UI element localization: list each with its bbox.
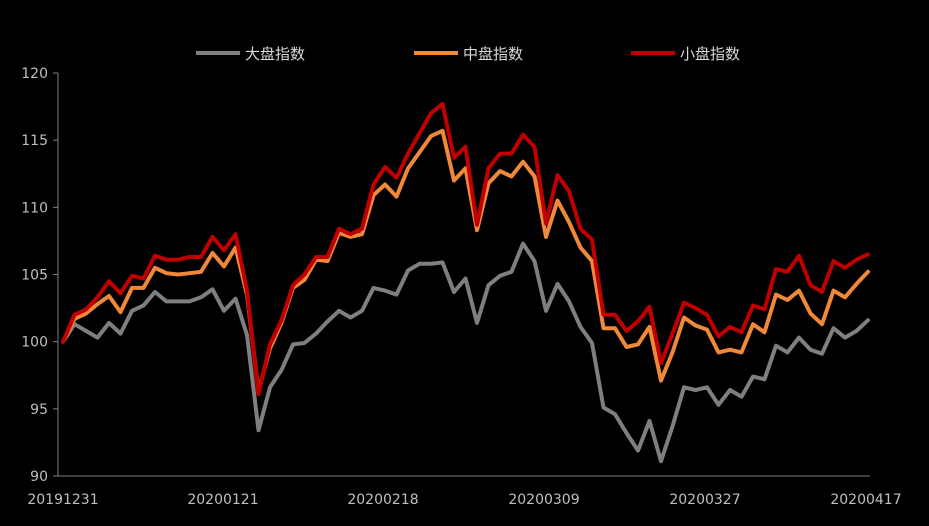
x-tick-label: 20200417 xyxy=(830,492,901,508)
y-tick-label: 115 xyxy=(21,133,48,149)
series-layer xyxy=(61,101,870,464)
legend-label: 大盘指数 xyxy=(245,45,305,63)
legend-label: 小盘指数 xyxy=(680,45,740,63)
x-tick-label: 20200309 xyxy=(508,492,579,508)
y-tick-label: 90 xyxy=(30,469,48,485)
legend: 大盘指数 中盘指数 小盘指数 xyxy=(196,45,740,63)
y-tick-label: 95 xyxy=(30,402,48,418)
series-line-1 xyxy=(61,241,870,464)
x-tick-label: 20200121 xyxy=(187,492,258,508)
x-tick-label: 20200327 xyxy=(669,492,740,508)
x-tick-label: 20191231 xyxy=(27,492,98,508)
y-tick-label: 120 xyxy=(21,66,48,82)
y-axis: 90 95 100 105 110 115 120 xyxy=(21,66,59,485)
x-axis: 20191231 20200121 20200218 20200309 20200327… xyxy=(27,475,902,508)
y-tick-label: 105 xyxy=(21,268,48,284)
series-line-2 xyxy=(61,128,870,394)
x-tick-label: 20200218 xyxy=(347,492,418,508)
legend-label: 中盘指数 xyxy=(463,45,523,63)
y-tick-label: 100 xyxy=(21,335,48,351)
series-line-3 xyxy=(61,101,870,397)
y-tick-label: 110 xyxy=(21,200,48,216)
